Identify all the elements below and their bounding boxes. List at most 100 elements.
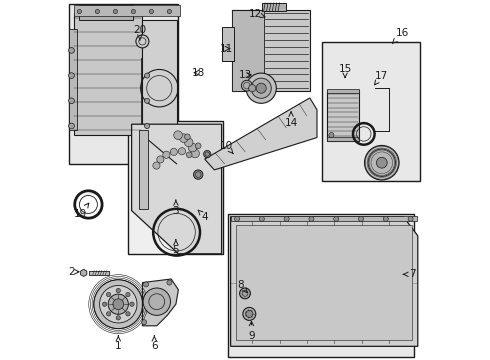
Circle shape — [204, 150, 211, 158]
Circle shape — [248, 85, 256, 92]
Circle shape — [145, 123, 149, 129]
Polygon shape — [80, 269, 87, 276]
Circle shape — [376, 157, 387, 168]
Circle shape — [329, 132, 334, 138]
Circle shape — [113, 299, 123, 310]
Circle shape — [186, 152, 192, 158]
Circle shape — [126, 312, 130, 316]
Bar — [232, 10, 310, 91]
Text: 16: 16 — [392, 28, 409, 43]
Circle shape — [408, 216, 413, 221]
Circle shape — [69, 98, 74, 104]
Text: 15: 15 — [339, 64, 352, 77]
Polygon shape — [143, 279, 178, 326]
Bar — [262, 3, 286, 11]
Bar — [327, 90, 359, 141]
Text: 9: 9 — [248, 321, 255, 341]
Circle shape — [69, 48, 74, 53]
Bar — [327, 137, 359, 141]
Circle shape — [185, 134, 190, 140]
Bar — [128, 121, 223, 254]
Text: 6: 6 — [151, 336, 158, 351]
Polygon shape — [132, 124, 221, 254]
Circle shape — [106, 292, 111, 297]
Circle shape — [243, 307, 256, 320]
Bar — [141, 58, 148, 130]
Circle shape — [157, 156, 164, 163]
Circle shape — [284, 216, 289, 221]
Bar — [74, 13, 143, 135]
Circle shape — [130, 302, 134, 306]
Circle shape — [259, 216, 265, 221]
Text: 2: 2 — [68, 267, 79, 277]
Circle shape — [204, 152, 210, 158]
Circle shape — [143, 288, 171, 315]
Circle shape — [191, 149, 199, 158]
Polygon shape — [231, 217, 418, 346]
Circle shape — [178, 148, 186, 155]
Circle shape — [383, 216, 389, 221]
Bar — [143, 20, 176, 135]
Bar — [327, 89, 359, 93]
Circle shape — [359, 216, 364, 221]
Circle shape — [102, 302, 107, 306]
Circle shape — [99, 285, 137, 323]
Circle shape — [108, 294, 128, 314]
Circle shape — [145, 73, 149, 78]
Bar — [232, 10, 264, 91]
Circle shape — [167, 9, 171, 14]
Circle shape — [256, 83, 266, 93]
Bar — [228, 214, 414, 357]
Text: 20: 20 — [133, 24, 147, 40]
Circle shape — [77, 9, 81, 14]
Bar — [74, 5, 180, 16]
Circle shape — [179, 134, 188, 143]
Bar — [79, 5, 133, 20]
Bar — [89, 271, 109, 275]
Circle shape — [113, 9, 118, 14]
Circle shape — [145, 98, 149, 103]
Text: 3: 3 — [172, 200, 179, 216]
Circle shape — [368, 149, 395, 176]
Circle shape — [94, 280, 143, 329]
Text: 5: 5 — [172, 240, 179, 255]
Circle shape — [163, 151, 170, 158]
Circle shape — [144, 282, 148, 287]
Text: 14: 14 — [285, 112, 298, 128]
Circle shape — [334, 216, 339, 221]
Bar — [322, 42, 420, 181]
Circle shape — [142, 320, 147, 325]
Bar — [231, 216, 416, 221]
Circle shape — [235, 216, 240, 221]
Circle shape — [246, 73, 276, 103]
Circle shape — [69, 123, 74, 129]
Circle shape — [184, 138, 193, 147]
Circle shape — [365, 145, 399, 180]
Text: 12: 12 — [248, 9, 265, 19]
Text: 11: 11 — [220, 44, 233, 54]
Circle shape — [131, 9, 136, 14]
Polygon shape — [205, 98, 317, 170]
Circle shape — [116, 288, 121, 293]
Polygon shape — [236, 225, 413, 340]
Text: 18: 18 — [192, 68, 205, 78]
Text: 13: 13 — [239, 70, 252, 80]
Circle shape — [240, 288, 250, 299]
Bar — [69, 29, 76, 130]
Text: 10: 10 — [220, 141, 233, 154]
Circle shape — [196, 143, 201, 149]
Text: 4: 4 — [198, 210, 208, 222]
Circle shape — [194, 170, 203, 179]
Bar — [221, 27, 234, 61]
Circle shape — [242, 80, 252, 91]
Text: 1: 1 — [115, 336, 122, 351]
Circle shape — [95, 9, 99, 14]
Text: 7: 7 — [403, 269, 416, 279]
Circle shape — [116, 316, 121, 320]
Circle shape — [309, 216, 314, 221]
Text: 17: 17 — [374, 71, 388, 85]
Circle shape — [245, 310, 253, 318]
Circle shape — [188, 143, 197, 152]
Bar — [69, 4, 178, 164]
Text: 8: 8 — [237, 280, 247, 293]
